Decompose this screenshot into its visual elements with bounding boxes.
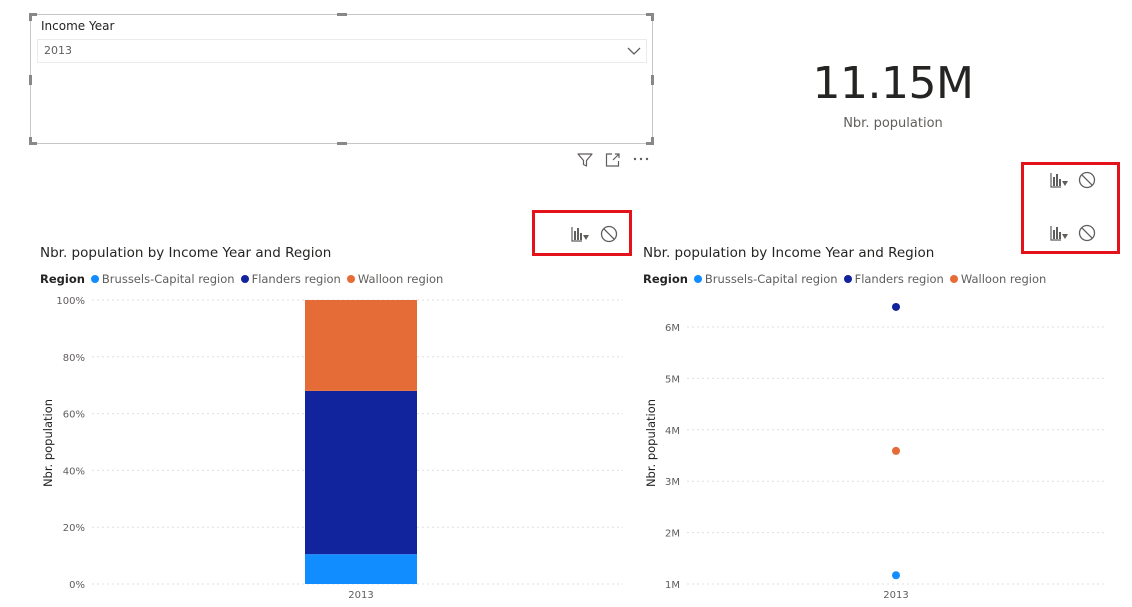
y-tick-label: 20% [63,523,85,534]
resize-handle[interactable] [29,137,32,145]
legend-item-flanders[interactable]: Flanders region [843,272,944,286]
y-tick-label: 2M [665,529,680,540]
chevron-down-icon[interactable] [626,43,642,62]
slicer-selected-value: 2013 [44,44,72,57]
data-point-flanders[interactable] [892,302,900,311]
y-axis-ticks: 0% 20% 40% 60% 80% 100% [56,296,85,591]
bar-segment-walloon[interactable] [305,300,417,391]
y-tick-label: 80% [63,353,85,364]
y-tick-label: 40% [63,466,85,477]
slicer-title: Income Year [41,19,115,33]
filter-icon[interactable] [576,151,594,173]
chart-title: Nbr. population by Income Year and Regio… [40,245,332,261]
legend-dot [346,275,355,283]
gridlines [687,326,1105,585]
y-tick-label: 5M [665,374,680,385]
slicer-dropdown[interactable]: 2013 [37,39,647,63]
chart-title: Nbr. population by Income Year and Regio… [643,245,935,261]
legend-dot [843,275,852,283]
bar-segment-brussels-capital[interactable] [305,554,417,584]
chart-legend: Region Brussels-Capital region Flanders … [40,272,449,286]
highlight-box [532,210,632,256]
bar-stack[interactable] [305,300,417,584]
resize-handle[interactable] [337,142,347,145]
legend-dot [949,275,958,283]
right-chart: 1M 2M 3M 4M 5M 6M Nbr. population 2013 [644,302,1105,601]
y-tick-label: 1M [665,580,680,591]
legend-label: Flanders region [251,272,341,286]
legend-dot [240,275,249,283]
resize-handle[interactable] [651,13,654,21]
chart-legend: Region Brussels-Capital region Flanders … [643,272,1052,286]
legend-dot [693,275,702,283]
left-chart: 0% 20% 40% 60% 80% 100% Nbr. population 2013 [41,296,623,601]
resize-handle[interactable] [651,137,654,145]
block-icon[interactable] [599,224,619,248]
resize-handle[interactable] [29,13,32,21]
legend-item-walloon[interactable]: Walloon region [949,272,1047,286]
y-tick-label: 3M [665,477,680,488]
highlight-box [1021,162,1120,254]
drill-down-icon[interactable] [1049,170,1069,194]
y-axis-title: Nbr. population [41,399,55,487]
legend-item-walloon[interactable]: Walloon region [346,272,444,286]
resize-handle[interactable] [646,13,654,16]
block-icon[interactable] [1077,170,1097,194]
data-point-walloon[interactable] [892,446,900,455]
resize-handle[interactable] [29,13,37,16]
focus-mode-icon[interactable] [604,151,622,173]
drill-down-icon[interactable] [570,224,590,248]
y-tick-label: 60% [63,410,85,421]
income-year-slicer[interactable]: Income Year 2013 [29,13,654,145]
drill-down-icon[interactable] [1049,223,1069,247]
legend-item-flanders[interactable]: Flanders region [240,272,341,286]
legend-label: Brussels-Capital region [704,272,838,286]
bar-segment-flanders[interactable] [305,390,417,555]
legend-dot [90,275,99,283]
resize-handle[interactable] [651,75,654,85]
x-tick-label: 2013 [883,590,908,601]
y-axis-title: Nbr. population [644,399,658,487]
more-options-icon[interactable] [632,151,650,173]
legend-label: Walloon region [357,272,444,286]
legend-item-brussels[interactable]: Brussels-Capital region [693,272,838,286]
legend-label: Flanders region [854,272,944,286]
legend-label: Walloon region [960,272,1047,286]
card-label: Nbr. population [843,116,943,131]
y-tick-label: 4M [665,426,680,437]
x-tick-label: 2013 [348,590,373,601]
y-tick-label: 0% [69,580,85,591]
y-tick-label: 100% [56,296,85,307]
scatter-points[interactable] [892,302,900,580]
data-point-brussels-capital[interactable] [892,571,900,580]
resize-handle[interactable] [29,75,32,85]
card-value: 11.15M [812,58,974,109]
legend-title: Region [643,272,688,286]
legend-label: Brussels-Capital region [101,272,235,286]
y-tick-label: 6M [665,323,680,334]
resize-handle[interactable] [337,13,347,16]
legend-item-brussels[interactable]: Brussels-Capital region [90,272,235,286]
legend-title: Region [40,272,85,286]
y-axis-ticks: 1M 2M 3M 4M 5M 6M [665,323,680,591]
resize-handle[interactable] [29,142,37,145]
resize-handle[interactable] [646,142,654,145]
block-icon[interactable] [1077,223,1097,247]
